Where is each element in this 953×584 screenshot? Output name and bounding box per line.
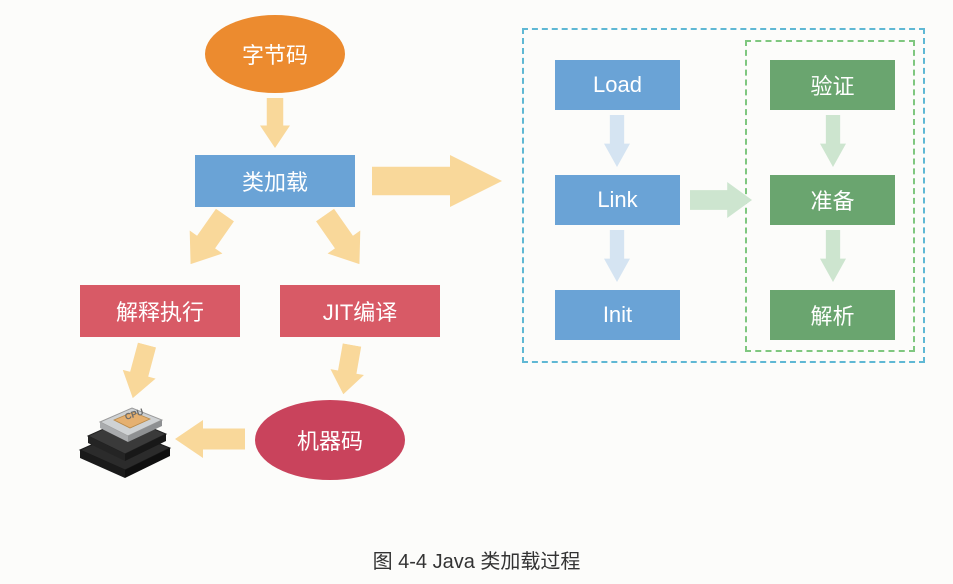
arrow-link-to-verify <box>690 182 752 218</box>
arrow-classload-to-interpret <box>174 204 241 276</box>
cpu-chip-icon: CPU <box>70 390 180 480</box>
figure-caption: 图 4-4 Java 类加载过程 <box>0 545 953 574</box>
node-init: Init <box>555 290 680 340</box>
arrow-load-to-link <box>604 115 630 167</box>
arrow-bytecode-to-classload <box>260 98 290 148</box>
arrow-link-to-init <box>604 230 630 282</box>
arrow-jit-to-machine <box>327 342 369 397</box>
arrow-classload-to-jit <box>309 204 376 276</box>
node-load: Load <box>555 60 680 110</box>
arrow-verify-to-prepare <box>820 115 846 167</box>
node-prepare: 准备 <box>770 175 895 225</box>
node-bytecode: 字节码 <box>205 15 345 93</box>
node-jit: JIT编译 <box>280 285 440 337</box>
node-link: Link <box>555 175 680 225</box>
arrow-prepare-to-resolve <box>820 230 846 282</box>
arrow-machine-to-cpu <box>175 420 245 458</box>
node-machine: 机器码 <box>255 400 405 480</box>
node-verify: 验证 <box>770 60 895 110</box>
node-classload: 类加载 <box>195 155 355 207</box>
arrow-classload-to-right <box>372 155 502 207</box>
node-interpret: 解释执行 <box>80 285 240 337</box>
node-resolve: 解析 <box>770 290 895 340</box>
